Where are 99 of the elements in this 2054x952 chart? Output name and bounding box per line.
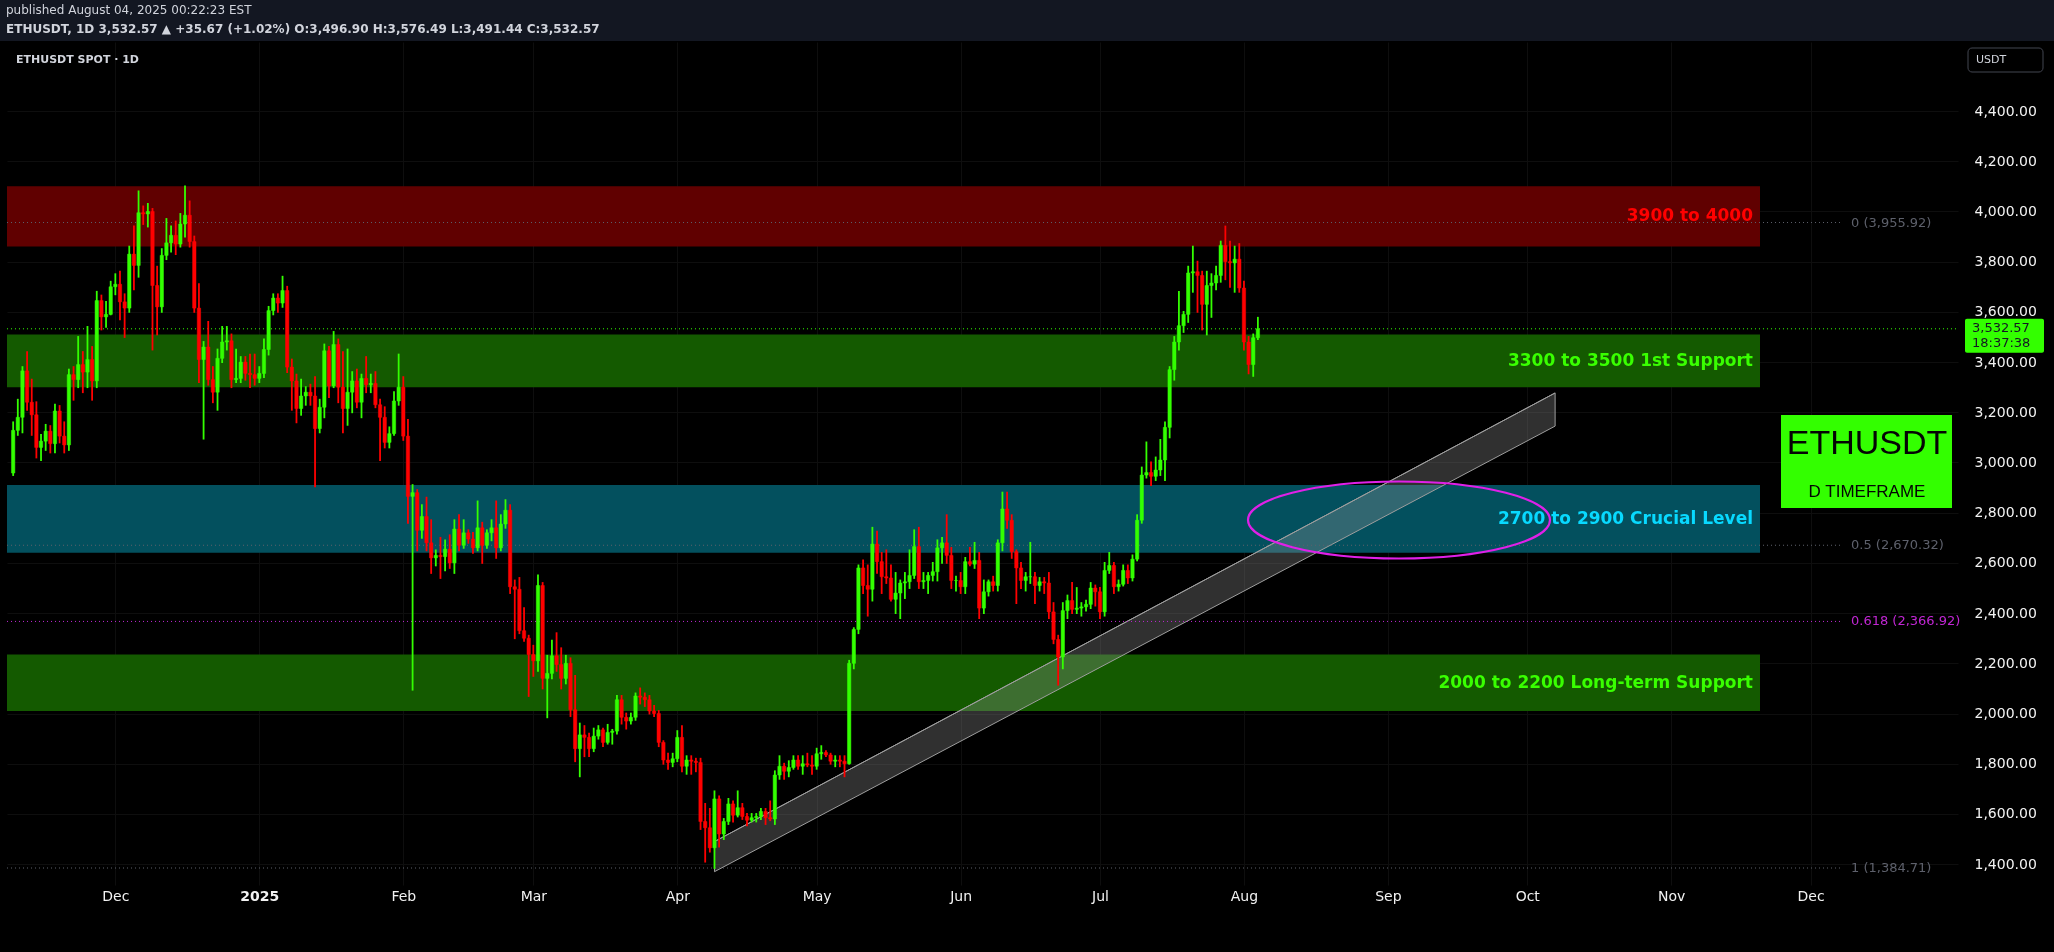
x-tick-label: Nov <box>1658 887 1686 904</box>
candlestick <box>563 654 568 685</box>
candlestick <box>865 564 870 617</box>
text: published August 04, 2025 00:22:23 EST <box>6 3 253 17</box>
candlestick <box>131 225 136 291</box>
candlestick <box>1149 461 1154 486</box>
band-label: 2000 to 2200 Long-term Support <box>1438 671 1753 692</box>
y-tick-label: 2,200.00 <box>1974 654 2037 671</box>
y-tick-label: 3,000.00 <box>1974 454 2037 470</box>
x-tick-label: Sep <box>1375 887 1402 904</box>
x-tick-label: 2025 <box>240 887 280 904</box>
candlestick <box>364 356 369 394</box>
ref-line-label: 0.5 (2,670.32) <box>1851 537 1944 553</box>
text: ETHUSDT, 1D 3,532.57 ▲ +35.67 (+1.02%) O:3,496.90 H:3,576.49 L:3,491.44 C:3,532.57 <box>6 22 600 36</box>
candlestick <box>833 755 838 768</box>
band-label: 3300 to 3500 1st Support <box>1507 349 1753 370</box>
candlestick <box>494 500 499 559</box>
candlestick <box>359 373 364 419</box>
x-tick-label: Dec <box>1797 887 1825 904</box>
y-tick-label: 4,000.00 <box>1974 202 2037 219</box>
candlestick <box>958 572 963 594</box>
candlestick <box>800 755 805 775</box>
candlestick <box>71 366 76 401</box>
candlestick <box>1032 572 1037 604</box>
candlestick <box>1088 582 1093 609</box>
band-label: 2700 to 2900 Crucial Level <box>1497 507 1753 528</box>
y-tick-label: 2,400.00 <box>1974 604 2037 621</box>
candlestick <box>252 353 257 386</box>
candlestick <box>85 326 90 389</box>
candlestick <box>480 521 485 564</box>
candlestick <box>173 220 178 256</box>
y-axis-title: USDT <box>1976 53 2007 66</box>
annotation: D TIMEFRAME <box>1808 482 1926 501</box>
text: ETHUSDT SPOT · 1D <box>16 53 140 66</box>
ref-line-label: 3,532.57 18:37:38 <box>1972 319 2031 350</box>
x-tick-label: Apr <box>665 887 691 904</box>
candlestick <box>410 484 415 691</box>
candlestick <box>731 800 735 823</box>
y-tick-label: 2,600.00 <box>1974 554 2037 571</box>
candlestick <box>861 559 866 594</box>
x-tick-label: Mar <box>520 887 548 904</box>
candlestick <box>842 755 847 778</box>
y-tick-label: 3,400.00 <box>1974 353 2037 370</box>
ref-line-label: 0.618 (2,366.92) <box>1851 613 1961 629</box>
y-tick-label: 1,600.00 <box>1974 805 2037 822</box>
y-tick-label: 4,200.00 <box>1974 152 2037 169</box>
candlestick <box>633 692 638 721</box>
y-tick-label: 2,000.00 <box>1974 705 2037 722</box>
candlestick <box>1111 562 1116 594</box>
candlestick <box>438 536 443 579</box>
candlestick <box>443 539 448 572</box>
band-label: 3900 to 4000 <box>1626 205 1754 226</box>
candlestick <box>549 639 554 680</box>
candlestick <box>419 504 424 539</box>
x-tick-label: Aug <box>1230 887 1259 904</box>
y-tick-label: 3,600.00 <box>1974 303 2037 320</box>
candlestick <box>368 373 373 394</box>
x-tick-label: Oct <box>1515 887 1541 904</box>
y-tick-label: 3,800.00 <box>1974 253 2037 270</box>
candlestick <box>972 541 977 569</box>
candlestick <box>447 534 452 569</box>
candlestick <box>967 546 972 567</box>
candlestick <box>141 205 146 225</box>
candlestick <box>234 348 239 384</box>
candlestick <box>577 722 582 778</box>
candlestick <box>475 500 480 552</box>
candlestick <box>689 755 694 775</box>
y-tick-label: 4,400.00 <box>1974 102 2037 119</box>
candlestick <box>48 425 53 454</box>
y-tick-label: 1,800.00 <box>1974 755 2037 772</box>
candlestick <box>1070 582 1075 615</box>
candlestick <box>280 275 285 308</box>
candlestick <box>145 203 150 228</box>
y-tick-label: 1,400.00 <box>1974 855 2037 872</box>
y-tick-label: 2,800.00 <box>1974 504 2037 521</box>
candlestick <box>201 341 206 440</box>
candlestick <box>582 725 587 758</box>
candlestick <box>299 378 304 416</box>
annotation: ETHUSDT <box>1786 423 1948 461</box>
candlestick <box>433 549 438 567</box>
candlestick <box>457 514 461 552</box>
candlestick <box>354 368 359 409</box>
candlestick <box>1232 245 1237 293</box>
candlestick <box>954 575 958 592</box>
candlestick <box>638 687 643 705</box>
ref-line-label: 1 (1,384.71) <box>1851 860 1932 875</box>
ref-line-label: 0 (3,955.92) <box>1851 214 1932 230</box>
candlestick <box>80 351 85 394</box>
candlestick <box>461 519 466 549</box>
candlestick <box>99 294 104 331</box>
x-tick-label: Dec <box>102 887 130 904</box>
x-tick-label: May <box>802 887 832 904</box>
candlestick <box>76 336 81 389</box>
y-tick-label: 3,200.00 <box>1974 403 2037 420</box>
x-tick-label: Jul <box>1091 887 1109 904</box>
candlestick <box>90 346 95 401</box>
x-tick-label: Feb <box>391 887 417 904</box>
x-tick-label: Jun <box>949 887 973 904</box>
candlestick <box>735 790 740 818</box>
